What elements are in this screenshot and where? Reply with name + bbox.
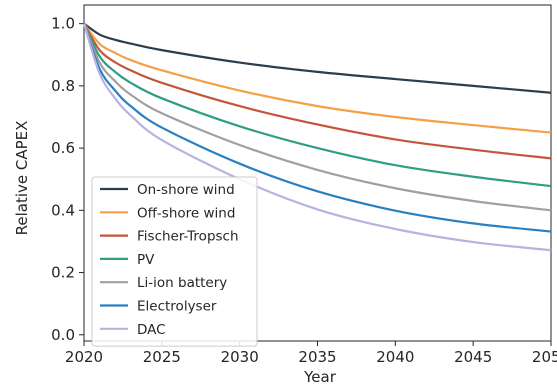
series-line-electrolyser [82,23,552,233]
legend: On-shore wind Off-shore wind Fischer-Trops… [91,176,258,347]
y-tick-label: 1.0 [51,15,75,33]
y-tick-label: 0.2 [51,264,75,282]
x-tick-label: 2040 [376,348,414,366]
x-axis-label: Year [303,368,337,385]
x-tick-label: 2045 [454,348,492,366]
series-line-off-shore-wind [83,22,552,134]
legend-box [91,176,258,347]
series-line-fischer-tropsch [83,23,552,160]
legend-label: Electrolyser [137,299,217,315]
legend-label: Fischer-Tropsch [137,229,239,245]
series-line-dac [82,23,552,252]
legend-label: Li-ion battery [137,275,227,291]
y-tick-label: 0.4 [51,201,75,219]
x-tick-label: 2025 [143,348,181,366]
series-line-li-ion-battery [82,23,552,212]
y-tick-label: 0.8 [51,77,75,95]
series-line-pv [83,23,552,188]
legend-label: On-shore wind [137,182,235,198]
y-axis-label: Relative CAPEX [13,121,31,236]
y-tick-label: 0.6 [51,139,75,157]
legend-label: DAC [137,322,166,338]
legend-label: Off-shore wind [137,205,235,221]
y-axis-ticks: 0.0 0.2 0.4 0.6 0.8 1.0 [51,15,84,344]
y-tick-label: 0.0 [51,326,75,344]
x-tick-label: 2035 [298,348,336,366]
legend-label: PV [137,252,155,268]
x-tick-label: 2020 [65,348,103,366]
x-tick-label: 2030 [221,348,259,366]
series-lines [82,22,552,252]
series-line-on-shore-wind [83,22,552,94]
